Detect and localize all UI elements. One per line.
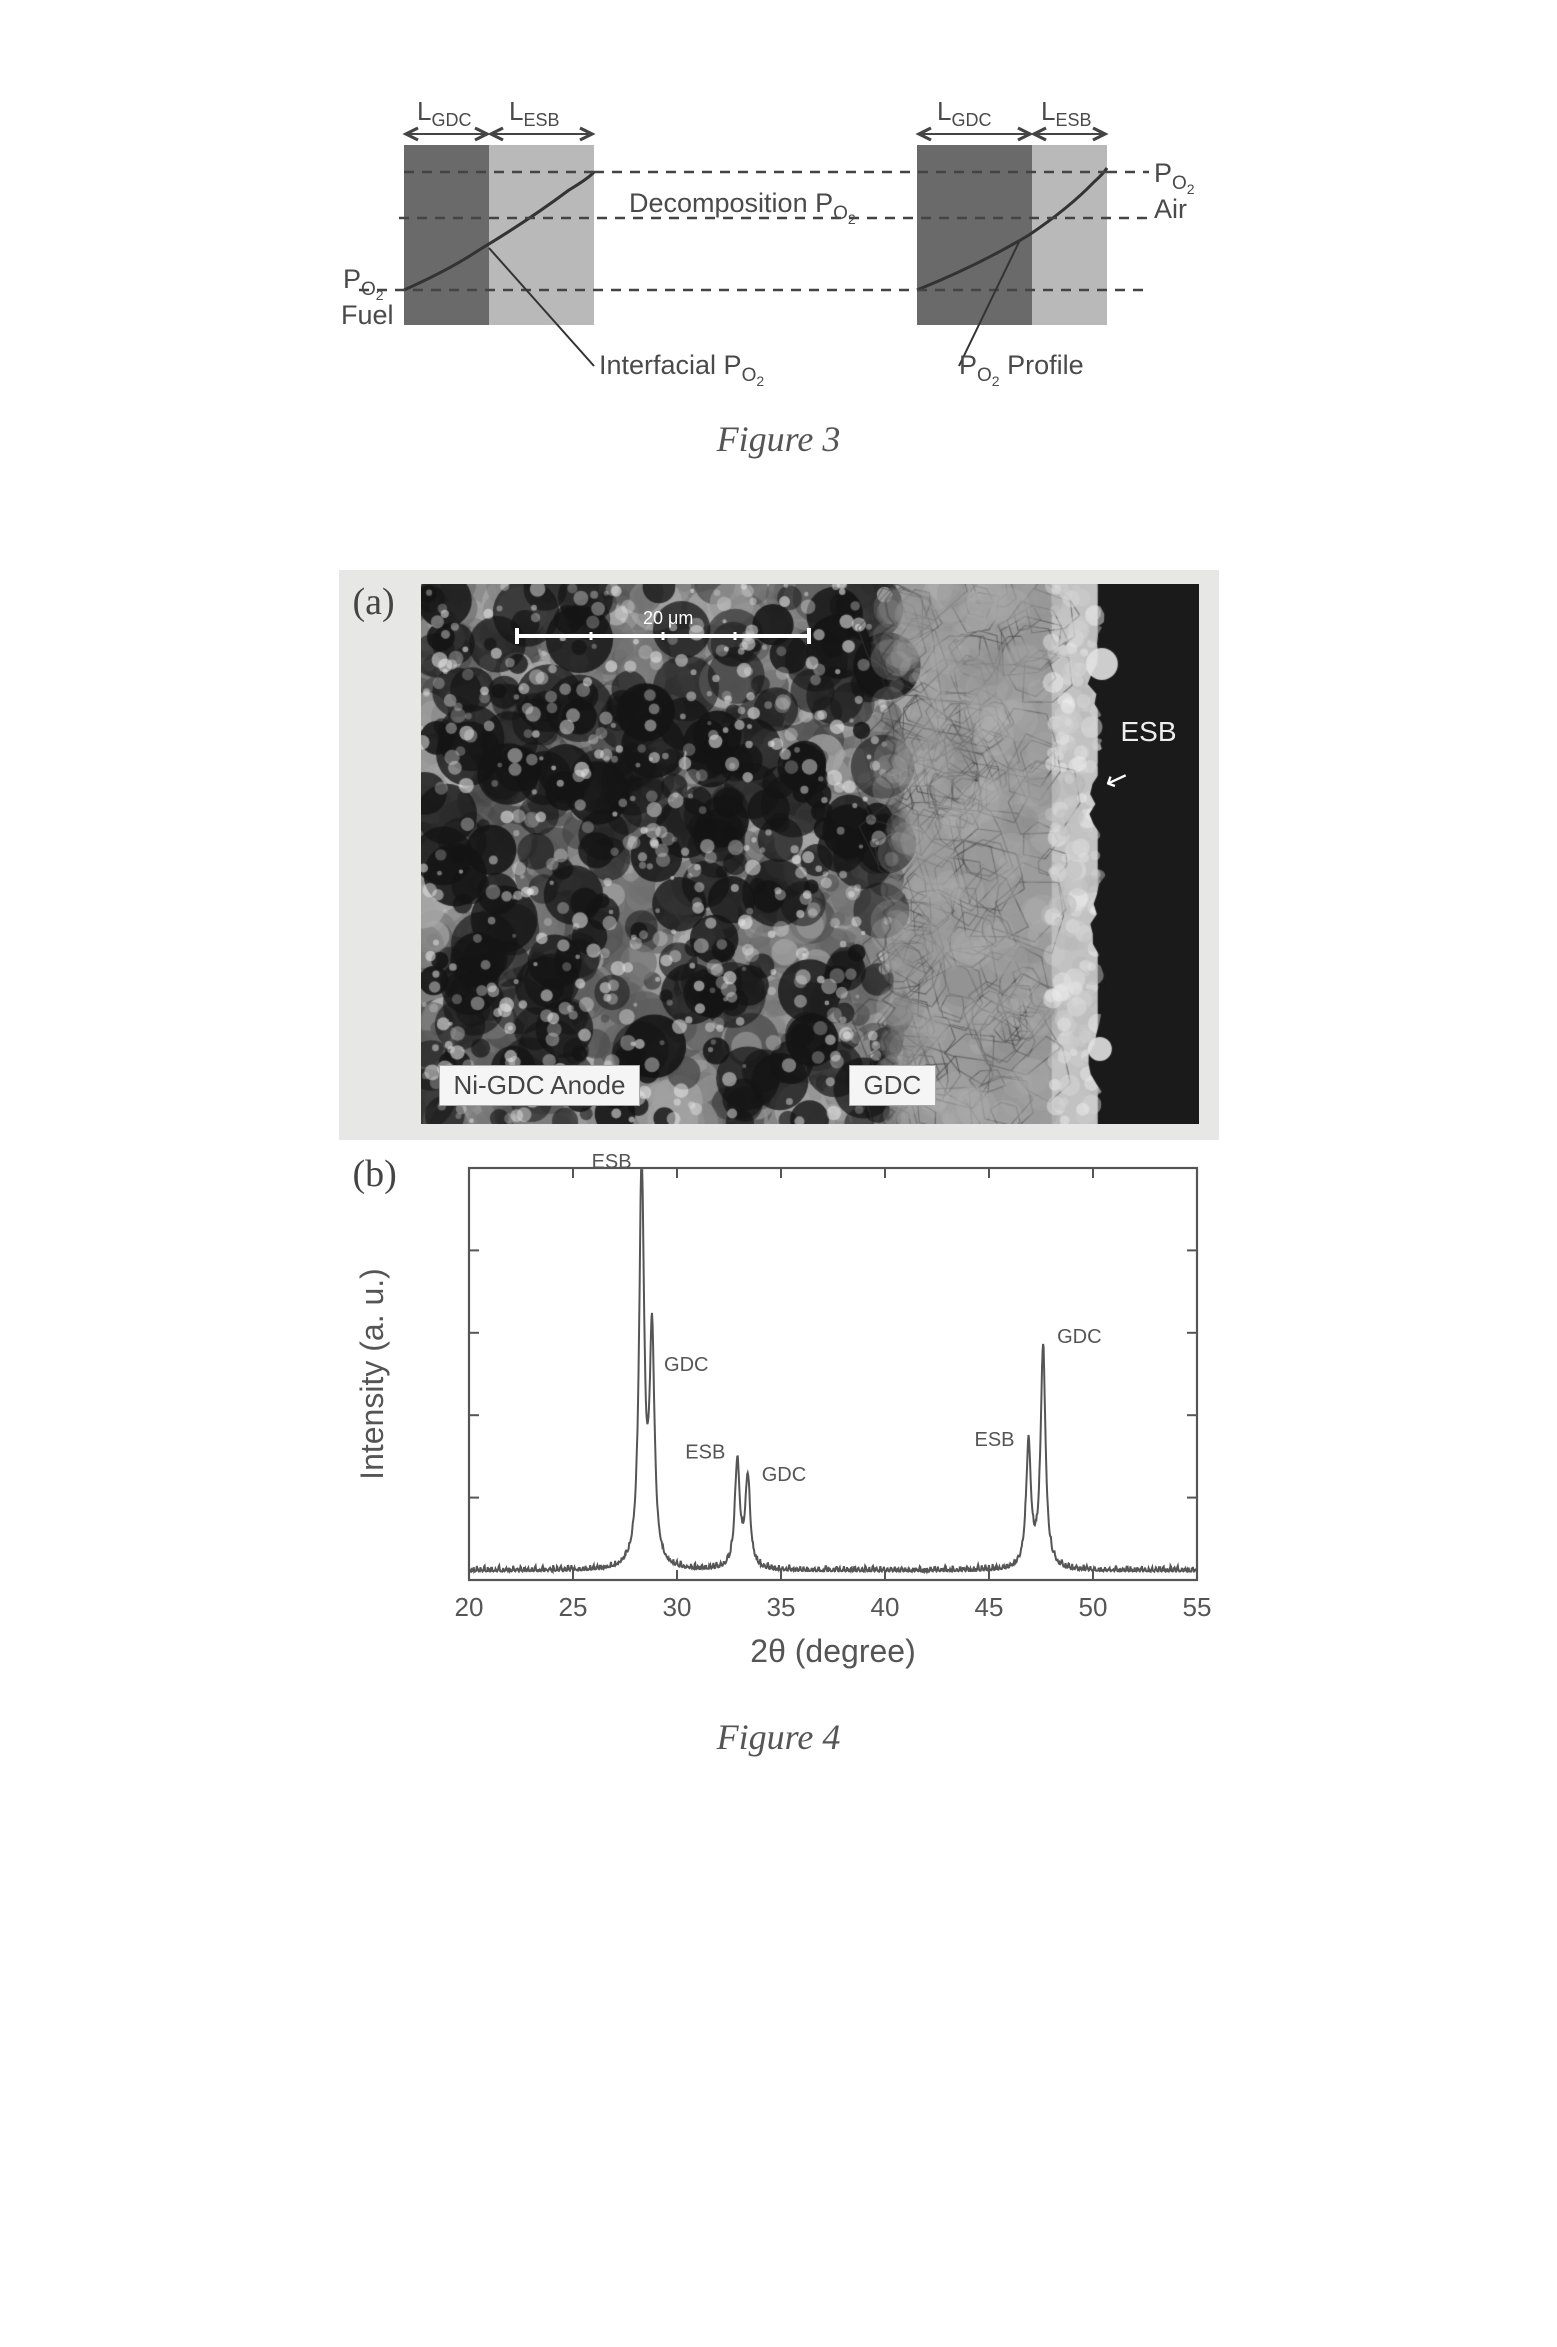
po2-air-label: PO2 xyxy=(1154,158,1195,197)
po2-air-label-2: Air xyxy=(1154,194,1187,224)
xrd-trace xyxy=(469,1170,1197,1572)
right-lesb-label: LESB xyxy=(1041,96,1092,130)
xrd-peak-label: GDC xyxy=(664,1354,708,1376)
sem-anode-label: Ni-GDC Anode xyxy=(439,1065,641,1106)
sem-image: 20 μm ESB ↙ Ni-GDC Anode GDC xyxy=(421,584,1199,1124)
left-lesb-label: LESB xyxy=(509,96,560,130)
sem-canvas xyxy=(421,584,1199,1124)
xrd-peak-label: ESB xyxy=(591,1151,631,1173)
profile-label: PO2 Profile xyxy=(959,350,1084,389)
xtick-label: 55 xyxy=(1182,1592,1211,1622)
po2-fuel-label: PO2 xyxy=(343,264,384,303)
interfacial-label: Interfacial PO2 xyxy=(599,350,764,389)
xtick-label: 50 xyxy=(1078,1592,1107,1622)
xrd-peak-label: ESB xyxy=(974,1429,1014,1451)
right-lgdc-label: LGDC xyxy=(937,96,991,130)
xtick-label: 35 xyxy=(766,1592,795,1622)
xrd-peak-label: ESB xyxy=(685,1442,725,1464)
panel-b-label: (b) xyxy=(353,1152,397,1196)
xtick-label: 20 xyxy=(454,1592,483,1622)
xtick-label: 25 xyxy=(558,1592,587,1622)
figure-4: (a) 20 μm ESB ↙ Ni-GDC Anode GDC xyxy=(339,570,1219,1758)
panel-a-label: (a) xyxy=(353,580,395,624)
xrd-frame xyxy=(469,1168,1197,1580)
left-lgdc-label: LGDC xyxy=(417,96,471,130)
decomposition-label: Decomposition PO2 xyxy=(629,188,856,227)
figure-3: LGDC LESB LGDC LESB xyxy=(339,90,1219,460)
sem-scalebar: 20 μm xyxy=(513,606,813,646)
xaxis-label: 2θ (degree) xyxy=(750,1633,915,1669)
figure-3-diagram: LGDC LESB LGDC LESB xyxy=(339,90,1219,400)
figure-4-panel-a: (a) 20 μm ESB ↙ Ni-GDC Anode GDC xyxy=(339,570,1219,1140)
yaxis-label: Intensity (a. u.) xyxy=(354,1268,390,1480)
xtick-label: 40 xyxy=(870,1592,899,1622)
figure-4-caption: Figure 4 xyxy=(339,1716,1219,1758)
sem-esb-label: ESB xyxy=(1121,716,1195,748)
figure-4-panel-b: (b) 20 25 30 35 40 45 50 55 2θ (degree) Intensity… xyxy=(339,1150,1219,1690)
xtick-label: 45 xyxy=(974,1592,1003,1622)
xrd-peak-label: GDC xyxy=(1057,1326,1101,1348)
xtick-label: 30 xyxy=(662,1592,691,1622)
sem-gdc-label: GDC xyxy=(849,1065,937,1106)
scalebar-text: 20 μm xyxy=(643,608,693,628)
po2-fuel-label-2: Fuel xyxy=(341,300,394,330)
xrd-plot: 20 25 30 35 40 45 50 55 2θ (degree) Intensity (a.… xyxy=(339,1150,1219,1690)
figure-3-caption: Figure 3 xyxy=(339,418,1219,460)
xrd-peak-label: GDC xyxy=(761,1464,805,1486)
